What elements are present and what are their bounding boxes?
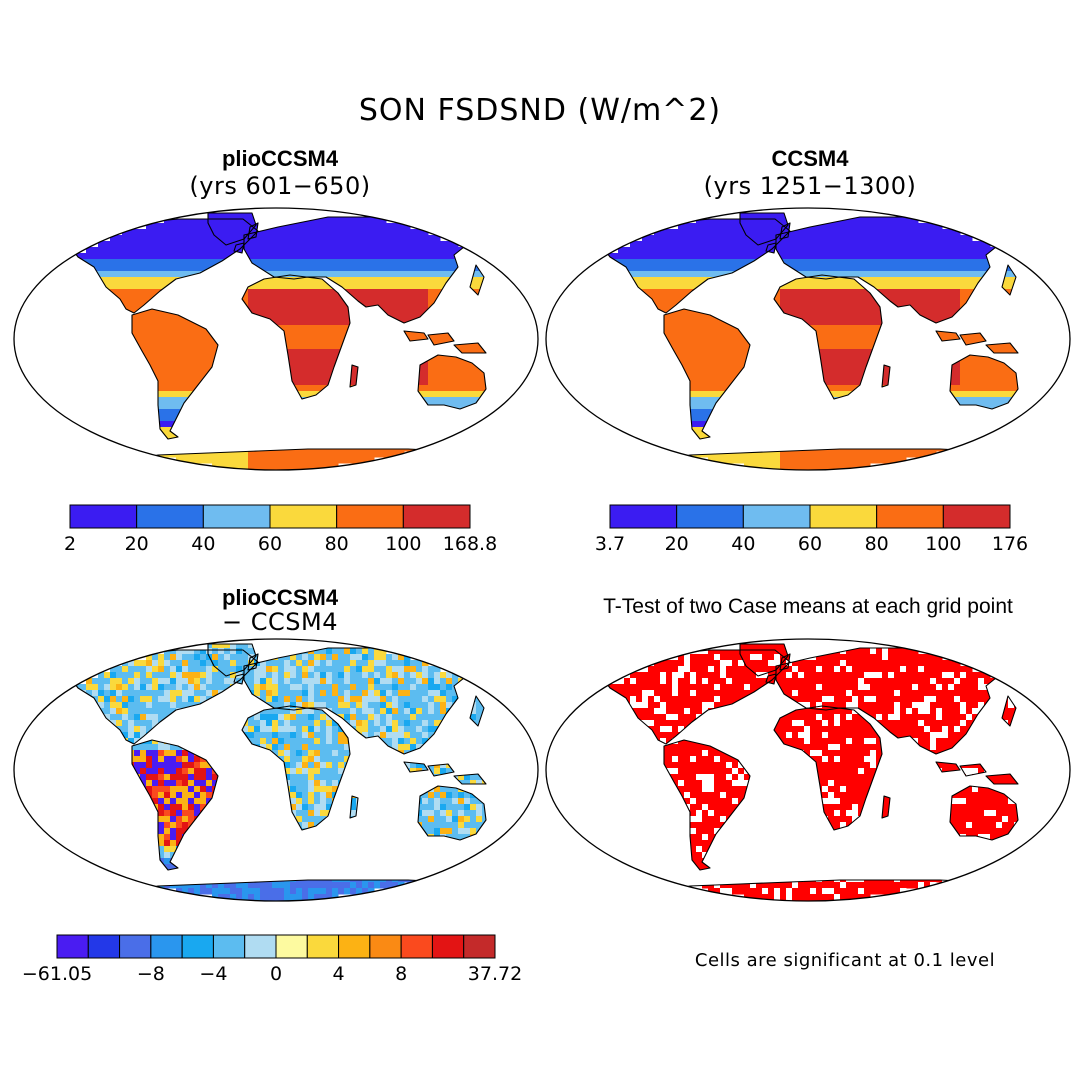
panel-title-ttest: T-Test of two Case means at each grid po… — [603, 595, 1013, 618]
coastline-madagascar — [881, 364, 891, 388]
coastline-antarctica — [651, 448, 1029, 470]
colorbar-box — [181, 934, 214, 959]
map-ccsm4 — [545, 207, 1071, 471]
coastline-antarctica — [119, 879, 497, 901]
colorbar-label: 8 — [395, 963, 407, 985]
colorbar-label: −8 — [137, 963, 165, 985]
colorbar-box — [876, 504, 944, 529]
coastline-northAmerica — [65, 649, 259, 745]
colorbar-box — [336, 504, 404, 529]
colorbar-box — [202, 504, 271, 529]
coastline-madagascar — [349, 364, 359, 388]
colorbar-label: 176 — [992, 533, 1028, 555]
colorbar-label: 0 — [270, 963, 282, 985]
colorbar-label: 37.72 — [468, 963, 522, 985]
colorbar-box — [809, 504, 878, 529]
coastline-greenland — [207, 212, 257, 246]
coastline-islands — [233, 222, 487, 354]
colorbar-label: −61.05 — [22, 963, 92, 985]
colorbar-box — [676, 504, 744, 529]
map-frame — [545, 638, 1071, 902]
colorbar-box — [275, 934, 308, 959]
coastline-africa — [241, 705, 351, 831]
colorbar-label: 80 — [325, 533, 349, 555]
coastline-australia — [949, 354, 1019, 410]
colorbar-box — [306, 934, 340, 959]
coastline-greenland — [207, 643, 257, 677]
coastline-australia — [417, 354, 487, 410]
coastline-southAmerica — [663, 739, 751, 871]
colorbar-box — [463, 934, 496, 959]
coastline-southAmerica — [131, 739, 219, 871]
map-diff — [13, 638, 539, 902]
coastline-greenland — [739, 212, 789, 246]
colorbar-label: 60 — [798, 533, 822, 555]
coastline-northAmerica — [597, 218, 791, 314]
coastline-northAmerica — [65, 218, 259, 314]
colorbar-box — [609, 504, 678, 529]
coastline-madagascar — [881, 795, 891, 819]
colorbar-box — [136, 504, 204, 529]
colorbar-box — [87, 934, 121, 959]
colorbar-box — [244, 934, 277, 959]
map-ttest — [545, 638, 1071, 902]
colorbar-label: 2 — [64, 533, 76, 555]
colorbar-box — [69, 504, 138, 529]
colorbar-label: 60 — [258, 533, 282, 555]
panel-title-ccsm4: CCSM4 — [771, 146, 849, 171]
significance-note: Cells are significant at 0.1 level — [694, 950, 996, 971]
colorbar-box — [742, 504, 811, 529]
colorbar-box — [400, 934, 433, 959]
colorbar-box — [338, 934, 371, 959]
colorbar-box — [150, 934, 183, 959]
panel-title-diff: plioCCSM4 — [221, 585, 339, 610]
colorbar-box — [56, 934, 89, 959]
colorbar-label: 40 — [191, 533, 215, 555]
coastline-africa — [773, 705, 883, 831]
map-frame — [13, 207, 539, 471]
colorbar-box — [369, 934, 402, 959]
colorbar-plio: 2 20 40 60 80 100 168.8 — [64, 504, 497, 555]
colorbar-box — [212, 934, 246, 959]
colorbar-label: −4 — [199, 963, 227, 985]
coastline-antarctica — [651, 879, 1029, 901]
colorbar-label: 80 — [865, 533, 889, 555]
panel-subtitle-ccsm4: (yrs 1251−1300) — [703, 172, 917, 200]
coastline-northAmerica — [597, 649, 791, 745]
colorbar-label: 20 — [125, 533, 149, 555]
coastline-southAmerica — [663, 308, 751, 440]
colorbar-label: 168.8 — [443, 533, 497, 555]
coastline-australia — [949, 785, 1019, 841]
coastline-africa — [773, 274, 883, 400]
figure-title: SON FSDSND (W/m^2) — [358, 93, 722, 128]
colorbar-label: 100 — [385, 533, 421, 555]
colorbar-box — [269, 504, 338, 529]
colorbar-diff: −61.05 −8 −4 0 4 8 37.72 — [22, 934, 522, 985]
coastline-southAmerica — [131, 308, 219, 440]
colorbar-box — [119, 934, 152, 959]
colorbar-label: 40 — [731, 533, 755, 555]
colorbar-box — [431, 934, 465, 959]
colorbar-box — [942, 504, 1011, 529]
coastline-australia — [417, 785, 487, 841]
coastline-islands — [765, 653, 1019, 785]
colorbar-label: 3.7 — [595, 533, 625, 555]
coastline-madagascar — [349, 795, 359, 819]
coastline-islands — [765, 222, 1019, 354]
panel-subtitle-plio: (yrs 601−650) — [189, 172, 371, 200]
colorbar-box — [402, 504, 471, 529]
panel-subtitle-diff: − CCSM4 — [222, 608, 338, 636]
colorbar-label: 20 — [665, 533, 689, 555]
colorbar-label: 100 — [925, 533, 961, 555]
map-plio — [13, 207, 539, 471]
map-frame — [13, 638, 539, 902]
coastline-antarctica — [119, 448, 497, 470]
coastline-africa — [241, 274, 351, 400]
colorbar-ccsm4: 3.7 20 40 60 80 100 176 — [595, 504, 1028, 555]
panel-title-plio: plioCCSM4 — [221, 146, 339, 171]
map-frame — [545, 207, 1071, 471]
coastline-greenland — [739, 643, 789, 677]
colorbar-label: 4 — [333, 963, 345, 985]
coastline-islands — [233, 653, 487, 785]
